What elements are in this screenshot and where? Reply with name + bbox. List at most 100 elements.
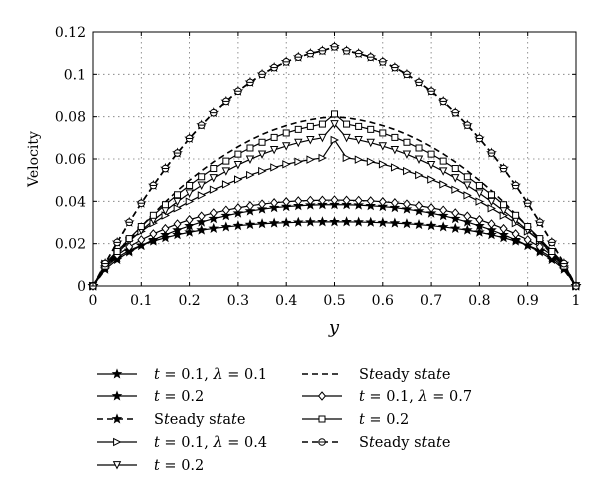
series-6-point xyxy=(197,211,206,221)
series-6-point xyxy=(233,203,242,213)
y-tick-label: 0.02 xyxy=(55,237,86,253)
series-8-point xyxy=(330,43,339,51)
series-0-point xyxy=(389,217,401,228)
x-tick-label: 0.7 xyxy=(420,293,442,309)
series-7-point xyxy=(343,120,351,128)
series-1-point xyxy=(522,239,534,251)
series-8-point xyxy=(366,53,375,61)
series-7-point xyxy=(403,138,411,146)
series-7-point xyxy=(125,235,133,243)
series-4-point xyxy=(426,161,436,170)
series-7-point xyxy=(331,110,338,118)
series-6-point xyxy=(270,198,279,208)
series-7-point xyxy=(198,173,206,181)
series-1-point xyxy=(498,229,509,240)
series-6-point xyxy=(294,196,303,206)
series-0-point xyxy=(474,226,485,237)
series-0-point xyxy=(256,218,268,229)
series-0-point xyxy=(449,222,461,233)
series-4-point xyxy=(257,150,267,159)
series-3-point xyxy=(258,166,267,176)
series-4-point xyxy=(330,120,339,129)
series-3-point xyxy=(487,204,496,213)
x-tick-label: 0.9 xyxy=(517,293,539,309)
series-4-point xyxy=(342,133,351,143)
series-3-point xyxy=(306,155,315,164)
series-3-point xyxy=(439,180,448,189)
series-8-point xyxy=(222,97,230,106)
series-6-point xyxy=(499,223,508,234)
legend-swatch-marker xyxy=(318,438,326,446)
series-3-point xyxy=(185,197,195,206)
series-8-point xyxy=(173,149,182,157)
series-6-point xyxy=(149,229,158,239)
series-8-point xyxy=(294,53,303,61)
series-4-point xyxy=(306,136,315,145)
series-1-point xyxy=(208,213,220,224)
series-7-point xyxy=(113,247,121,255)
legend-label: t = 0.1, λ = 0.7 xyxy=(359,389,472,405)
series-7-point xyxy=(548,247,556,255)
series-4-point xyxy=(451,174,460,183)
series-4-point xyxy=(354,136,363,145)
series-6-point xyxy=(318,195,327,206)
series-3-point xyxy=(246,170,255,180)
x-tick-label: 0.2 xyxy=(178,293,200,309)
series-7-point xyxy=(210,165,218,173)
legend-label: Steady state xyxy=(154,412,245,428)
series-6-point xyxy=(161,223,170,234)
series-6-point xyxy=(257,199,267,209)
series-7-point xyxy=(451,165,459,173)
series-0-point xyxy=(437,221,449,232)
series-0-point xyxy=(486,229,497,240)
series-1-point xyxy=(148,234,159,245)
series-0-point xyxy=(365,216,377,227)
series-0-point xyxy=(280,217,292,228)
series-8-point xyxy=(342,47,351,55)
series-0-point xyxy=(292,216,304,227)
series-7-point xyxy=(355,122,363,130)
series-8-point xyxy=(318,47,327,55)
series-1-point xyxy=(135,239,147,251)
series-6-point xyxy=(282,196,291,207)
series-6-point xyxy=(137,235,146,245)
series-8-point xyxy=(306,49,315,58)
series-6-point xyxy=(414,201,424,211)
series-0-point xyxy=(498,232,509,243)
series-6-point xyxy=(342,195,351,206)
series-1-point xyxy=(232,207,244,218)
legend-swatch-marker xyxy=(113,437,122,447)
series-3-point xyxy=(270,163,279,172)
series-4-point xyxy=(366,138,375,148)
series-3-point xyxy=(197,191,207,200)
series-0-point xyxy=(305,216,316,227)
series-1-point xyxy=(425,207,437,218)
series-6-point xyxy=(523,235,532,245)
series-0-point xyxy=(317,216,328,227)
legend-entry: Steady state xyxy=(302,435,450,451)
legend-label: t = 0.1, λ = 0.1 xyxy=(154,367,267,383)
series-7-point xyxy=(270,133,278,141)
series-3-point xyxy=(173,204,183,213)
series-7-point xyxy=(174,191,182,199)
series-8-point xyxy=(475,134,484,143)
series-6-point xyxy=(306,195,315,206)
series-4-point xyxy=(438,167,448,176)
series-4-point xyxy=(475,189,484,198)
legend-swatch-marker xyxy=(317,391,327,401)
series-4-point xyxy=(221,167,231,176)
series-6-point xyxy=(185,214,194,225)
series-3-point xyxy=(221,180,231,189)
x-axis-ticks: 0 0.1 0.2 0.3 0.4 0.5 0.6 0.7 0.8 0.9 1 xyxy=(89,32,580,309)
series-6-point xyxy=(354,195,363,206)
series-7-point xyxy=(318,120,326,128)
series-0-point xyxy=(244,219,256,230)
series-0-point xyxy=(425,220,437,231)
x-tick-label: 0.3 xyxy=(227,293,249,309)
series-4-point xyxy=(245,155,255,164)
series-4-point xyxy=(185,189,194,198)
series-4-point xyxy=(318,133,327,143)
series-1-point xyxy=(474,220,485,231)
series-7-point xyxy=(306,122,314,130)
series-4-point xyxy=(269,145,279,155)
